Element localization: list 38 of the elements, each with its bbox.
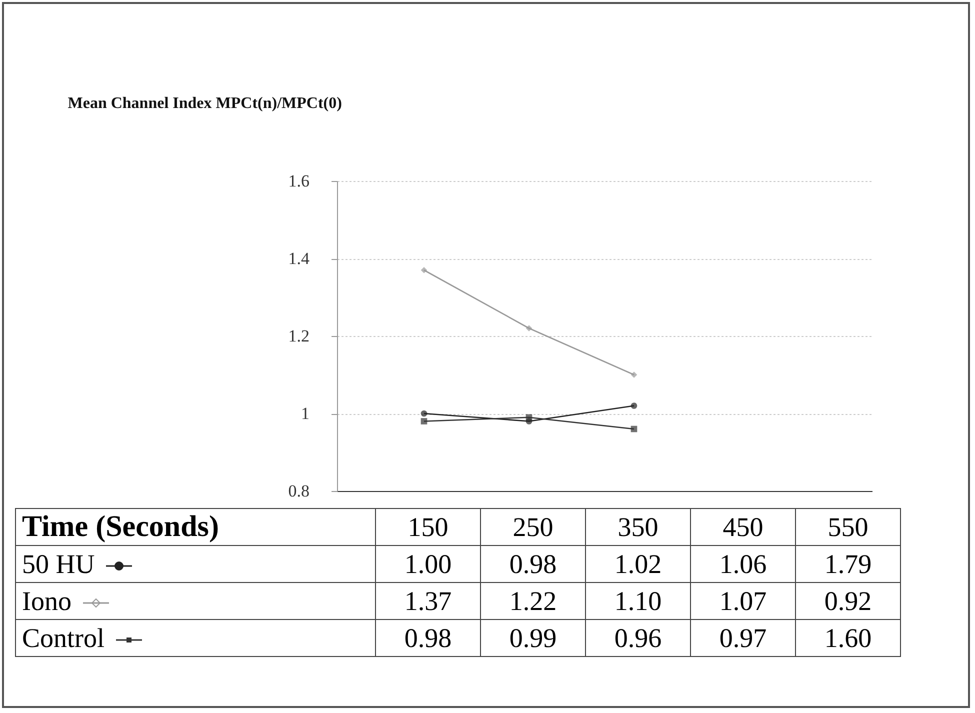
text: 1.79 bbox=[824, 548, 872, 578]
data-label: 1.22 bbox=[480, 582, 586, 620]
x-tick-label: 350 bbox=[586, 508, 690, 546]
data-label: 1.10 bbox=[586, 582, 690, 620]
y-tick-label: 1.2 bbox=[288, 326, 310, 346]
x-tick-label: 250 bbox=[480, 508, 586, 546]
y-tick-label: 1.6 bbox=[288, 172, 310, 190]
data-label: 0.96 bbox=[586, 620, 690, 656]
point bbox=[420, 410, 428, 417]
point bbox=[420, 418, 428, 424]
data-label: 1.00 bbox=[376, 546, 480, 582]
text: 1.07 bbox=[719, 586, 767, 616]
text: 0.92 bbox=[824, 586, 872, 616]
legend-label: 50 HU bbox=[22, 548, 95, 578]
x-axis-title: Time (Seconds) bbox=[16, 508, 376, 546]
point bbox=[630, 402, 638, 409]
y-tick-label: 1 bbox=[301, 404, 310, 423]
point bbox=[420, 266, 428, 274]
text: Mean Channel Index MPCt(n)/MPCt(0) bbox=[68, 95, 342, 112]
point bbox=[630, 372, 638, 378]
point bbox=[526, 325, 532, 332]
text: 1.06 bbox=[719, 548, 767, 578]
y-tick-label: 1.4 bbox=[288, 249, 310, 268]
data-label: 0.98 bbox=[376, 620, 480, 656]
data-label: 0.99 bbox=[480, 620, 586, 656]
y-tick-label: 0.8 bbox=[288, 482, 310, 500]
point bbox=[526, 414, 532, 421]
x-tick-label: 150 bbox=[376, 508, 480, 546]
x-tick-label: 550 bbox=[796, 508, 900, 546]
data-label: 1.02 bbox=[586, 546, 690, 582]
x-tick-label: 450 bbox=[690, 508, 796, 546]
data-label: 0.98 bbox=[480, 546, 586, 582]
point bbox=[630, 426, 638, 432]
legend-label: Control bbox=[22, 622, 105, 652]
text: 0.97 bbox=[719, 622, 767, 652]
text: 1.60 bbox=[824, 622, 872, 652]
data-label: 1.37 bbox=[376, 582, 480, 620]
legend-label: Iono bbox=[22, 586, 72, 616]
